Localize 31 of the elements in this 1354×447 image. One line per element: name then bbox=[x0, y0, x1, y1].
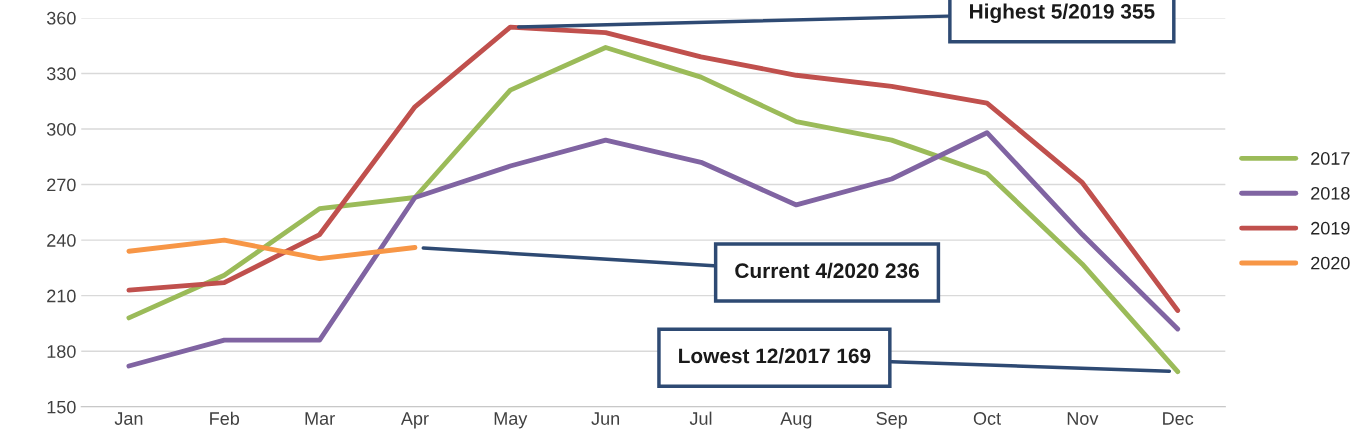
y-tick-label: 270 bbox=[47, 178, 76, 192]
x-tick-label: Sep bbox=[876, 412, 907, 429]
y-tick-label: 330 bbox=[46, 67, 76, 81]
line-series bbox=[126, 24, 1181, 313]
x-tick-label: Dec bbox=[1163, 412, 1194, 425]
legend-label: 2020 bbox=[1311, 256, 1350, 270]
x-tick-label: Feb bbox=[210, 411, 240, 425]
x-tick-label: Apr bbox=[400, 412, 429, 429]
x-tick-label: Nov bbox=[1067, 412, 1099, 425]
x-tick-label: Aug bbox=[780, 412, 812, 429]
annotation: Highest 5/2019 355 bbox=[970, 3, 1155, 24]
y-tick-label: 180 bbox=[47, 345, 76, 358]
y-tick-label: 150 bbox=[47, 400, 76, 414]
y-tick-label: 240 bbox=[47, 234, 76, 247]
x-tick-label: Mar bbox=[305, 412, 335, 425]
line-series bbox=[126, 45, 1181, 375]
annotation: Current 4/2020 236 bbox=[735, 262, 919, 279]
line-series bbox=[126, 237, 418, 262]
y-tick-label: 300 bbox=[46, 122, 76, 136]
legend-label: 2018 bbox=[1311, 186, 1350, 200]
x-tick-label: Jun bbox=[591, 412, 620, 425]
x-tick-label: Oct bbox=[973, 412, 1001, 425]
legend-label: 2019 bbox=[1311, 221, 1350, 235]
x-tick-label: Jul bbox=[689, 411, 712, 425]
annotation: Lowest 12/2017 169 bbox=[679, 347, 871, 364]
y-tick-label: 210 bbox=[47, 289, 76, 303]
legend-label: 2017 bbox=[1311, 152, 1350, 165]
line-series bbox=[126, 130, 1181, 369]
x-tick-label: May bbox=[494, 412, 528, 429]
y-tick-label: 360 bbox=[46, 11, 76, 25]
x-tick-label: Jan bbox=[114, 412, 143, 425]
